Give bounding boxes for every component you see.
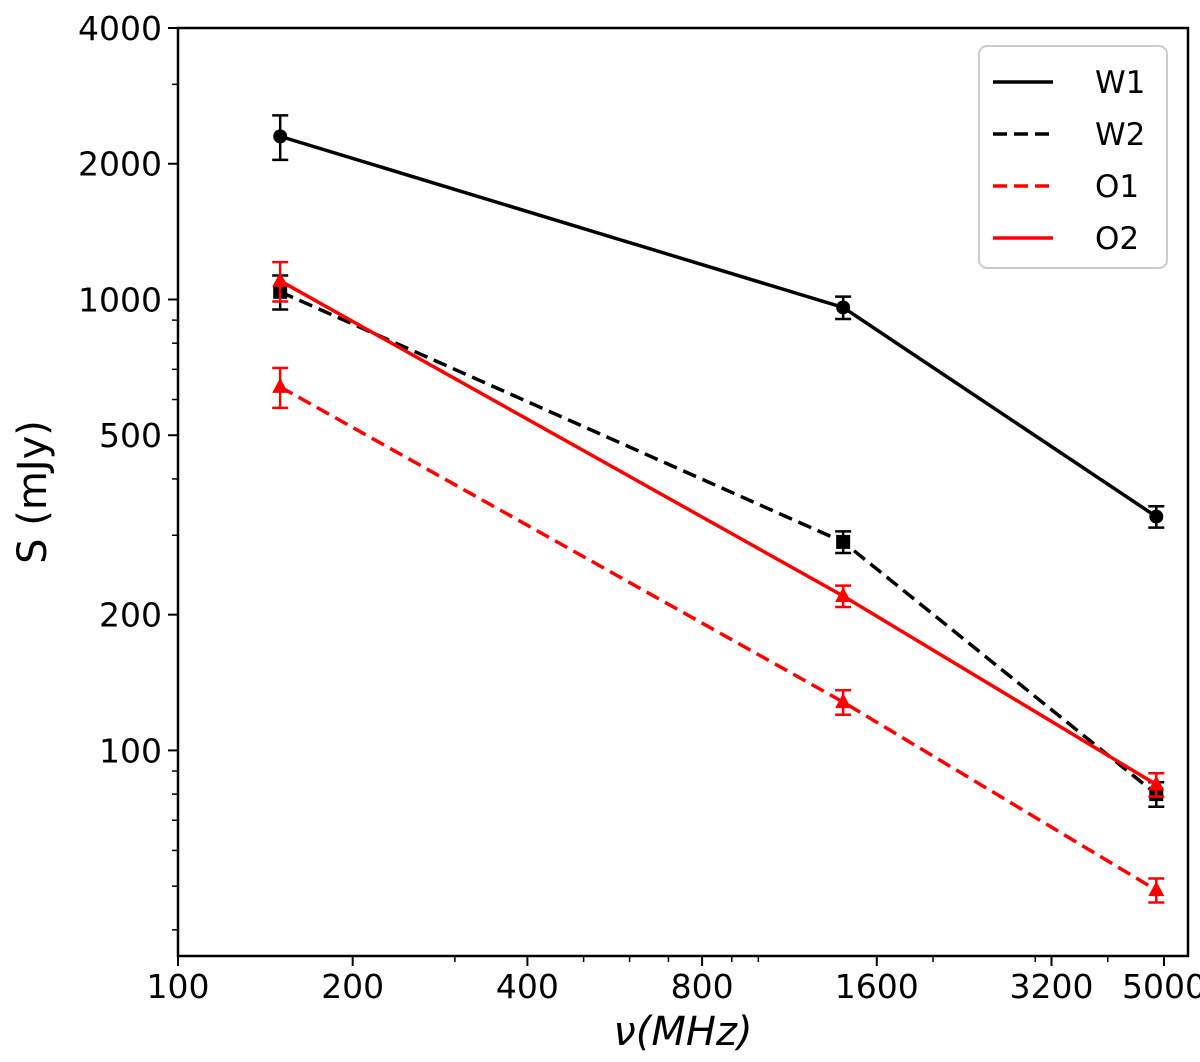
o2-marker — [272, 271, 289, 287]
x-axis-title: ν(MHz) — [613, 1009, 752, 1055]
x-tick-label: 200 — [321, 967, 384, 1006]
x-tick-label: 100 — [147, 967, 210, 1006]
w1-marker — [273, 129, 288, 144]
legend-label-o2: O2 — [1095, 221, 1139, 257]
w1-marker — [836, 300, 851, 315]
y-tick-label: 100 — [99, 731, 162, 770]
o2-line — [279, 279, 1158, 787]
plot-frame — [176, 26, 1190, 958]
series-layer — [272, 114, 1165, 904]
w1-marker — [1149, 509, 1164, 524]
x-tick-label: 400 — [496, 967, 559, 1006]
x-tick-label: 800 — [671, 967, 734, 1006]
y-tick-label: 200 — [99, 596, 162, 635]
o1-marker — [835, 693, 852, 709]
legend-label-w2: W2 — [1095, 117, 1145, 153]
legend-box — [978, 45, 1168, 269]
o2-series — [272, 260, 1165, 798]
x-tick-label: 1600 — [835, 967, 919, 1006]
w1-series — [272, 114, 1165, 529]
x-tick-label: 5000 — [1122, 967, 1200, 1006]
legend-label-o1: O1 — [1095, 169, 1139, 205]
legend: W1 W2 O1 O2 — [978, 45, 1168, 269]
o1-marker — [272, 377, 289, 393]
legend-label-w1: W1 — [1095, 65, 1145, 101]
o2-marker — [1148, 775, 1165, 791]
y-tick-label: 2000 — [78, 145, 162, 184]
y-tick-label: 1000 — [78, 280, 162, 319]
o1-series — [272, 366, 1165, 904]
x-tick-label: 3200 — [1010, 967, 1094, 1006]
axes-layer: 100 200 400 800 1600 3200 5000 100 200 500 1000 200… — [78, 9, 1200, 1006]
y-axis-title: S (mJy) — [10, 420, 56, 564]
w2-marker — [836, 534, 851, 549]
o1-marker — [1148, 881, 1165, 897]
w2-line — [279, 290, 1158, 796]
o1-line — [279, 385, 1158, 892]
y-tick-label: 4000 — [78, 9, 162, 48]
y-tick-label: 500 — [99, 416, 162, 455]
w2-series — [272, 274, 1165, 808]
o2-marker — [835, 587, 852, 603]
